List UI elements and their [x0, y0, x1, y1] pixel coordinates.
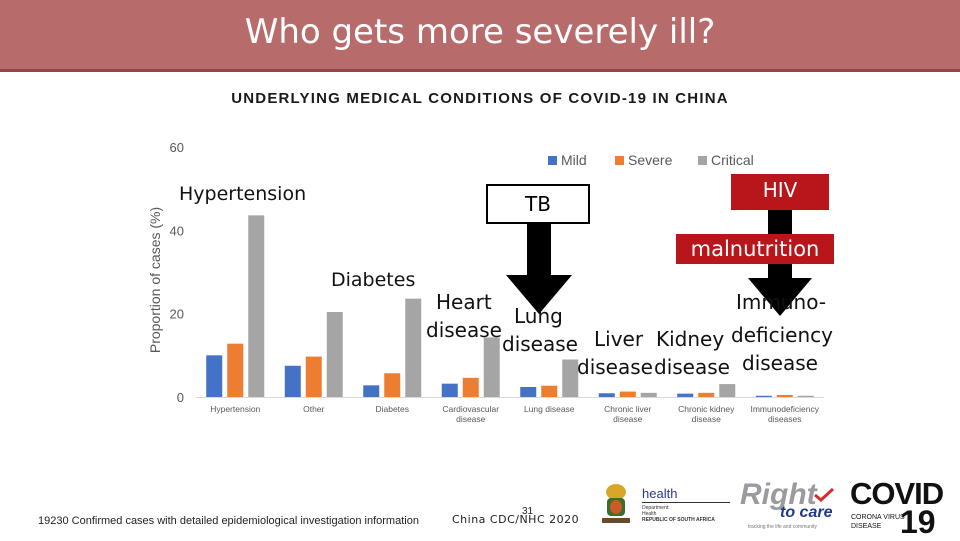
y-axis-label: Proportion of cases (%): [147, 207, 163, 353]
overlay-lung-line1: Lung: [514, 304, 563, 328]
covid-sub1: CORONA VIRUS: [851, 514, 905, 521]
footer-cases: 19230 Confirmed cases with detailed epid…: [38, 515, 419, 527]
x-tick-label: diseases: [768, 414, 802, 424]
bar-critical: [405, 298, 422, 397]
hiv-box: HIV: [731, 174, 829, 210]
chart-legend: Mild Severe Critical: [548, 152, 754, 168]
slide-title: Who gets more severely ill?: [244, 12, 716, 52]
hiv-label: HIV: [762, 178, 798, 202]
overlay-heart-line1: Heart: [436, 290, 492, 314]
bar-critical: [562, 359, 579, 397]
footer-source: China CDC/NHC 2020: [452, 513, 580, 526]
bar-mild: [520, 387, 537, 397]
legend-label: Severe: [628, 152, 673, 168]
bar-critical: [719, 384, 736, 397]
x-tick-label: Lung disease: [524, 404, 575, 414]
overlay-diabetes: Diabetes: [331, 269, 416, 291]
bar-mild: [677, 393, 694, 397]
coat-of-arms-icon: [602, 484, 630, 523]
overlay-immuno-line2: deficiency: [731, 323, 833, 347]
bar-severe: [462, 377, 479, 397]
bar-critical: [326, 312, 343, 397]
covid-word: COVID: [850, 476, 944, 511]
legend-swatch: [548, 156, 557, 165]
legend-swatch: [698, 156, 707, 165]
rtc-word1: Right: [740, 478, 817, 511]
bars: [206, 215, 814, 397]
bar-severe: [305, 356, 322, 397]
bar-severe: [227, 343, 244, 397]
bar-critical: [640, 392, 657, 397]
bar-severe: [619, 391, 636, 397]
overlay-heart-line2: disease: [426, 318, 502, 342]
y-tick-label: 0: [177, 390, 184, 405]
overlay-immuno-line3: disease: [742, 351, 818, 375]
page-number: 31: [522, 506, 534, 517]
bar-mild: [755, 395, 772, 397]
covid-sub2: DISEASE: [851, 523, 882, 530]
malnutrition-box: malnutrition: [676, 234, 834, 264]
y-tick-label: 40: [170, 223, 184, 238]
bar-mild: [363, 385, 380, 397]
slide-subtitle: UNDERLYING MEDICAL CONDITIONS OF COVID-1…: [231, 90, 729, 107]
bar-critical: [248, 215, 265, 397]
bar-mild: [206, 355, 223, 397]
bar-severe: [698, 392, 715, 397]
bar-severe: [384, 373, 401, 397]
bar-severe: [776, 394, 793, 397]
x-tick-label: disease: [692, 414, 722, 424]
x-tick-label: Chronic liver: [604, 404, 651, 414]
red-check-icon: [814, 488, 834, 502]
y-axis: 0 20 40 60 Proportion of cases (%): [147, 140, 824, 405]
x-tick-label: Hypertension: [210, 404, 260, 414]
overlay-liver-line1: Liver: [594, 327, 644, 351]
health-sub1: Department:: [642, 505, 670, 511]
health-word: health: [642, 486, 678, 501]
x-tick-label: Diabetes: [375, 404, 409, 414]
x-tick-label: Immunodeficiency: [750, 404, 819, 414]
legend-label: Mild: [561, 152, 587, 168]
overlay-kidney-line1: Kidney: [656, 327, 725, 351]
bar-mild: [284, 365, 301, 397]
health-sub3: REPUBLIC OF SOUTH AFRICA: [642, 517, 715, 523]
x-tick-label: disease: [456, 414, 486, 424]
health-sub2: Health: [642, 511, 657, 517]
bar-severe: [541, 385, 558, 397]
x-tick-label: Chronic kidney: [678, 404, 735, 414]
tb-label: TB: [525, 192, 551, 216]
legend-swatch: [615, 156, 624, 165]
bar-mild: [598, 393, 615, 397]
overlay-kidney-line2: disease: [654, 355, 730, 379]
x-tick-label: disease: [613, 414, 643, 424]
y-tick-label: 60: [170, 140, 184, 155]
overlay-immuno-line1: Immuno-: [736, 290, 827, 314]
bar-mild: [441, 383, 458, 397]
overlay-liver-line2: disease: [577, 355, 653, 379]
legend-label: Critical: [711, 152, 754, 168]
rtc-word2: to care: [780, 504, 833, 521]
health-logo: health Department: Health REPUBLIC OF SO…: [598, 478, 733, 530]
health-divider: [642, 502, 730, 503]
right-to-care-logo: Right to care tracking the life and comm…: [738, 478, 838, 534]
x-tick-label: Other: [303, 404, 324, 414]
bar-critical: [483, 337, 500, 397]
tb-box: TB: [486, 184, 590, 224]
y-tick-label: 20: [170, 307, 184, 322]
rtc-tagline: tracking the life and community: [748, 524, 817, 530]
malnutrition-label: malnutrition: [690, 237, 820, 261]
overlay-lung-line2: disease: [502, 332, 578, 356]
covid19-logo: COVID CORONA VIRUS DISEASE 19: [848, 476, 954, 540]
x-tick-label: Cardiovascular: [442, 404, 499, 414]
covid-num: 19: [900, 504, 936, 540]
x-axis: Hypertension Other Diabetes Cardiovasculard…: [210, 404, 820, 424]
title-bar: Who gets more severely ill?: [0, 0, 960, 72]
bar-critical: [797, 395, 814, 397]
overlay-hypertension: Hypertension: [179, 183, 307, 205]
